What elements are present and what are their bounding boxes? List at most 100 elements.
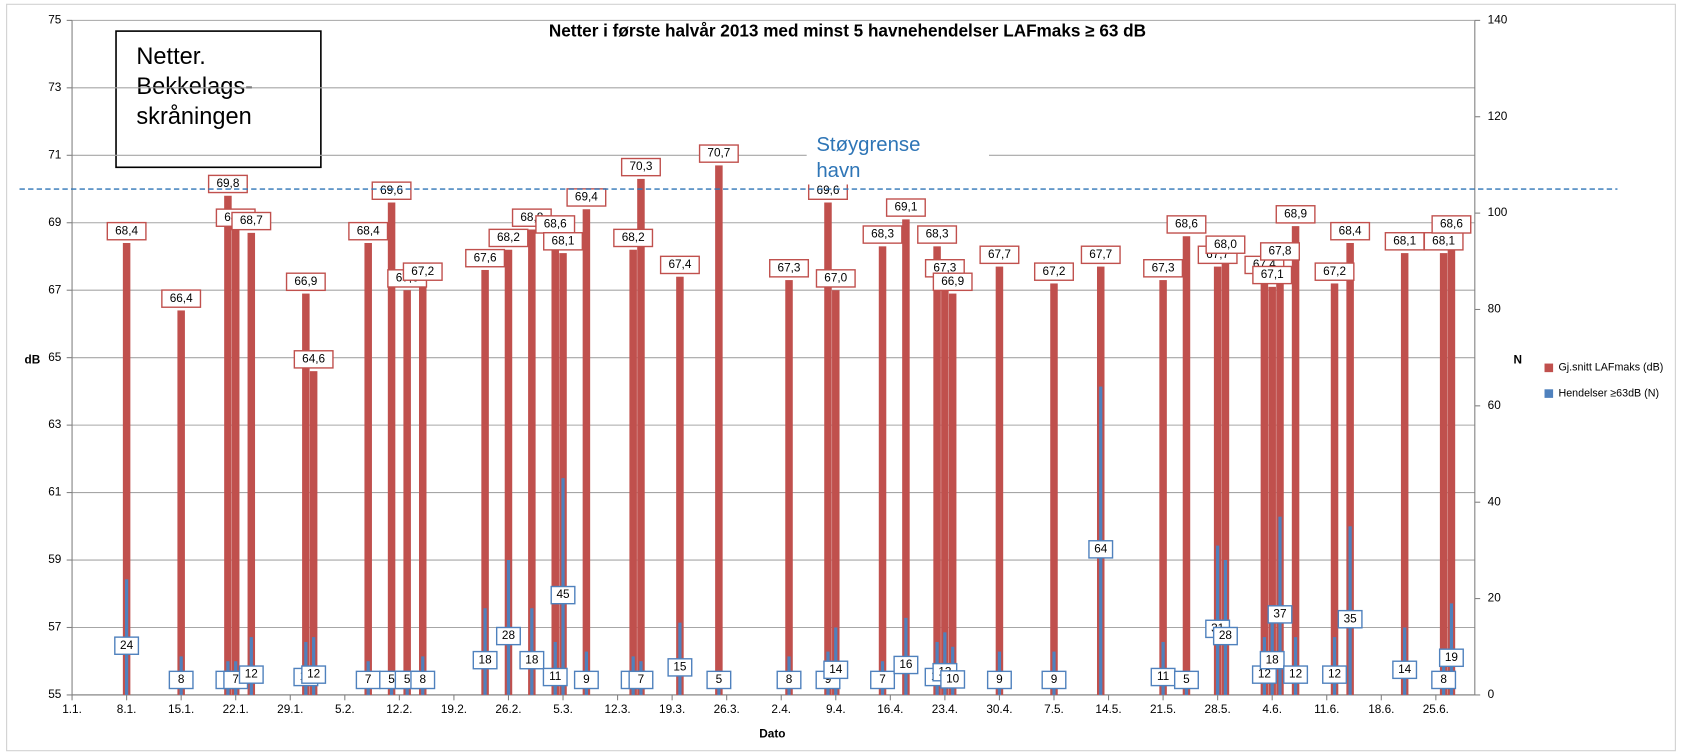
data-label: 12	[307, 668, 320, 681]
bar	[1182, 236, 1191, 695]
y2-tick-label: 60	[1488, 399, 1502, 412]
data-label: 9	[1051, 673, 1058, 686]
data-label-box	[550, 585, 576, 605]
data-label-box	[542, 667, 568, 687]
data-label-box	[613, 228, 654, 248]
x-tick-label: 7.5.	[1044, 703, 1064, 716]
data-label: 19	[1445, 651, 1458, 664]
bar	[629, 249, 637, 695]
data-label-box	[1088, 540, 1114, 559]
data-label: 68,4	[115, 224, 138, 237]
data-label: 9	[583, 673, 590, 686]
data-label: 9	[996, 673, 1003, 686]
y-tick-label: 73	[48, 81, 62, 94]
data-label: 68,2	[622, 231, 645, 244]
data-label-box	[1173, 670, 1199, 690]
data-label-box	[1431, 670, 1457, 690]
data-label: 69,4	[575, 191, 598, 204]
bar	[1447, 236, 1456, 695]
data-label-box	[301, 665, 327, 684]
bar	[582, 209, 591, 695]
reference-label: havn	[816, 160, 860, 182]
data-label: 70,7	[707, 147, 730, 160]
reference-label: Støygrense	[816, 134, 920, 156]
bar	[403, 290, 411, 695]
data-label-box	[1314, 262, 1355, 281]
data-label-box	[1283, 665, 1309, 684]
x-tick-label: 16.4.	[877, 703, 903, 716]
data-label-box	[543, 232, 584, 251]
data-label: 12	[1258, 668, 1271, 681]
data-label: 68,6	[544, 218, 567, 231]
bar	[1330, 283, 1339, 695]
bar	[933, 246, 941, 695]
x-tick-label: 22.1.	[223, 703, 249, 716]
data-label-box	[862, 225, 903, 244]
data-label-box	[1080, 245, 1121, 265]
data-label: 67,3	[933, 261, 956, 274]
y-tick-label: 59	[48, 553, 61, 566]
y2-axis-label: N	[1513, 353, 1522, 366]
data-label: 67,2	[1323, 265, 1346, 278]
data-label-box	[823, 660, 849, 680]
bar	[1260, 276, 1269, 695]
y2-tick-label: 40	[1488, 495, 1502, 508]
data-label-box	[1330, 221, 1371, 241]
bar	[1400, 253, 1409, 695]
bar	[302, 293, 310, 695]
annotation-text: skråningen	[136, 103, 251, 129]
x-tick-label: 28.5.	[1205, 703, 1231, 716]
bar	[995, 266, 1004, 695]
data-label: 8	[1440, 673, 1447, 686]
bar	[551, 236, 559, 695]
data-label-box	[667, 658, 693, 677]
data-label-box	[285, 272, 326, 292]
x-tick-label: 19.2.	[441, 703, 467, 716]
data-label: 68,0	[1214, 238, 1237, 251]
data-label-box	[893, 655, 919, 675]
bar	[559, 253, 567, 695]
x-tick-label: 4.6.	[1262, 703, 1282, 716]
y2-tick-label: 0	[1488, 688, 1495, 701]
x-tick-label: 11.6.	[1314, 703, 1339, 716]
data-label: 64	[1094, 542, 1108, 555]
data-label: 28	[1219, 629, 1233, 642]
data-label: 68,1	[552, 234, 575, 247]
bar	[1213, 266, 1222, 695]
data-label: 12	[245, 668, 258, 681]
x-tick-label: 9.4.	[826, 703, 846, 716]
data-label: 18	[525, 653, 539, 666]
data-label-box	[659, 255, 700, 275]
bar	[1159, 280, 1167, 695]
data-label: 14	[829, 663, 843, 676]
bar	[878, 246, 887, 695]
bar	[1346, 242, 1354, 695]
bar	[1221, 256, 1230, 695]
bar	[637, 178, 645, 695]
data-label: 68,1	[1393, 234, 1416, 247]
data-label: 9	[825, 673, 832, 686]
x-tick-label: 30.4.	[986, 703, 1012, 716]
chart-frame	[6, 3, 1676, 752]
bar	[481, 269, 489, 695]
data-label: 67,1	[1261, 268, 1284, 281]
data-label: 68,3	[926, 228, 949, 241]
data-label: 7	[365, 673, 372, 686]
data-label: 5	[388, 673, 395, 686]
data-label-box	[1166, 215, 1207, 234]
x-tick-label: 1.1.	[62, 703, 82, 716]
chart-title: Netter i første halvår 2013 med minst 5 …	[549, 21, 1146, 41]
data-label-box	[106, 221, 147, 241]
data-label: 16	[899, 658, 913, 671]
data-label-box	[769, 259, 810, 278]
data-label-box	[348, 221, 389, 241]
data-label: 5	[716, 673, 723, 686]
data-label: 8	[786, 673, 793, 686]
data-label: 70,3	[629, 160, 652, 173]
data-label-box	[986, 670, 1012, 690]
bar	[231, 229, 240, 695]
reference-label-bg	[806, 130, 989, 185]
y-tick-label: 69	[48, 216, 61, 229]
data-label-box	[168, 670, 194, 690]
